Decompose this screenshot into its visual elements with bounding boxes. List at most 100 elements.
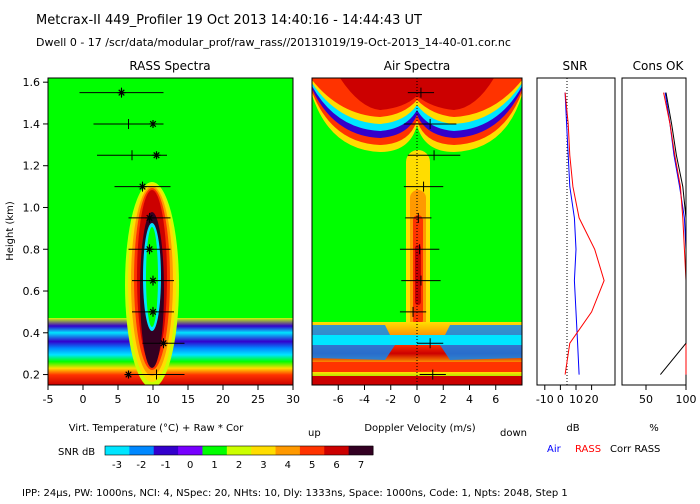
y-tick-label: 0.8	[23, 243, 41, 256]
footer-params: IPP: 24µs, PW: 1000ns, NCI: 4, NSpec: 20…	[22, 488, 568, 499]
colorbar-title: SNR dB	[58, 447, 95, 458]
rass-markers	[79, 87, 185, 380]
air-heatmap	[312, 78, 522, 385]
rass-x-label: Virt. Temperature (°C) + Raw * Cor	[69, 423, 244, 434]
x-tick-label: 0	[414, 393, 421, 406]
colorbar-tick-label: 1	[211, 460, 217, 471]
cons-lines	[660, 92, 687, 375]
x-tick-label: 4	[466, 393, 473, 406]
header-dwell: Dwell 0 - 17 /scr/data/modular_prof/raw_…	[36, 36, 511, 49]
cor-marker	[117, 88, 126, 97]
air-bottom-edge-band	[312, 376, 522, 385]
x-tick-label: 10	[146, 393, 160, 406]
rass-panel-title: RASS Spectra	[129, 59, 210, 73]
legend-rass: RASS	[575, 444, 601, 455]
height-axis: 0.2 0.4 0.6 0.8 1.0 1.2 1.4 1.6	[23, 76, 48, 382]
y-tick-label: 0.2	[23, 369, 41, 382]
cor-marker	[138, 182, 147, 191]
profile-line-rass	[564, 92, 605, 375]
profile-line-air	[664, 92, 687, 375]
snr-x-label: dB	[566, 423, 579, 434]
header-title: Metcrax-II 449_Profiler 19 Oct 2013 14:4…	[36, 13, 422, 28]
cons-x-axis: 50 100	[639, 385, 697, 406]
cor-marker	[149, 119, 157, 128]
x-tick-label: 50	[639, 393, 653, 406]
cor-marker	[145, 213, 154, 222]
colorbar-tick-label: 3	[260, 460, 266, 471]
rass-frame	[47, 77, 294, 386]
legend-corr-rass: Corr RASS	[610, 444, 660, 455]
x-tick-label: 15	[181, 393, 195, 406]
y-tick-label: 1.6	[23, 76, 41, 89]
air-x-axis: -6 -4 -2 0 2 4 6	[333, 385, 499, 406]
colorbar-swatch	[299, 446, 325, 455]
colorbar-tick-label: 7	[358, 460, 364, 471]
colorbar-tick-label: -3	[112, 460, 122, 471]
x-tick-label: 25	[251, 393, 265, 406]
air-x-label-up: up	[308, 428, 321, 439]
colorbar-tick-label: -1	[161, 460, 171, 471]
air-x-label: Doppler Velocity (m/s)	[364, 423, 475, 434]
air-bottom-cyan-band	[312, 335, 522, 345]
y-tick-label: 1.2	[23, 160, 41, 173]
x-tick-label: 100	[676, 393, 697, 406]
air-markers	[399, 87, 461, 380]
air-x-label-down: down	[500, 428, 527, 439]
colorbar-tick-label: 2	[236, 460, 242, 471]
cons-frame	[621, 77, 687, 386]
x-tick-label: -10	[536, 393, 554, 406]
x-tick-label: 6	[492, 393, 499, 406]
x-tick-label: 20	[216, 393, 230, 406]
cor-marker	[145, 245, 154, 254]
cons-x-label: %	[649, 423, 659, 434]
air-mid-column-core	[415, 245, 421, 305]
colorbar-swatch	[324, 446, 350, 455]
x-tick-label: 2	[440, 393, 447, 406]
x-tick-label: 5	[115, 393, 122, 406]
colorbar-swatch	[226, 446, 252, 455]
y-tick-label: 1.4	[23, 118, 41, 131]
x-tick-label: -2	[385, 393, 396, 406]
cor-marker	[159, 339, 168, 348]
snr-colorbar: -3 -2 -1 0 1 2 3 4 5 6 7	[104, 445, 374, 471]
colorbar-swatch	[105, 446, 130, 455]
x-tick-label: 0	[80, 393, 87, 406]
profile-line-rass	[663, 92, 687, 375]
x-tick-label: -5	[43, 393, 54, 406]
colorbar-border	[104, 445, 374, 456]
y-tick-label: 1.0	[23, 201, 41, 214]
colorbar-swatch	[153, 446, 179, 455]
colorbar-swatch	[348, 446, 374, 455]
y-tick-label: 0.4	[23, 327, 41, 340]
x-tick-label: 30	[286, 393, 300, 406]
colorbar-tick-label: 0	[187, 460, 193, 471]
height-axis-label: Height (km)	[5, 201, 16, 261]
colorbar-swatch	[202, 446, 228, 455]
rass-x-axis: -5 0 5 10 15 20 25 30	[43, 385, 300, 406]
cor-marker	[149, 307, 157, 316]
rass-heatmap	[48, 78, 293, 385]
x-tick-label: 20	[585, 393, 599, 406]
profile-line-air	[564, 92, 580, 375]
snr-frame	[536, 77, 616, 386]
y-tick-label: 0.6	[23, 285, 41, 298]
x-tick-label: 0	[557, 393, 564, 406]
cor-marker	[124, 370, 133, 379]
cons-panel-title: Cons OK	[633, 59, 685, 73]
snr-panel-title: SNR	[563, 59, 588, 73]
colorbar-tick-label: -2	[136, 460, 146, 471]
x-tick-label: -4	[359, 393, 370, 406]
legend-air: Air	[547, 444, 562, 455]
x-tick-label: 10	[569, 393, 583, 406]
colorbar-swatch	[178, 446, 203, 455]
colorbar-swatch	[129, 446, 155, 455]
profile-line-corr-rass	[660, 92, 687, 375]
colorbar-tick-label: 5	[309, 460, 315, 471]
snr-x-axis: -10 0 10 20	[536, 385, 599, 406]
colorbar-tick-label: 6	[333, 460, 339, 471]
air-panel-title: Air Spectra	[384, 59, 451, 73]
cor-marker	[149, 276, 157, 285]
colorbar-swatch	[275, 446, 301, 455]
x-tick-label: -6	[333, 393, 344, 406]
